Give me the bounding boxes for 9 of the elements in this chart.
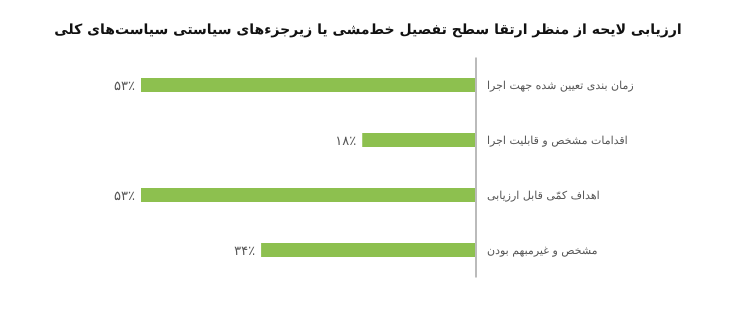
y-tick-label: زمان بندی تعیین شده جهت اجرا bbox=[487, 79, 634, 92]
data-label: ۵۳٪ bbox=[114, 79, 136, 94]
y-tick-label: اقدامات مشخص و قابلیت اجرا bbox=[487, 134, 628, 147]
data-label: ۵۳٪ bbox=[114, 189, 136, 204]
chart-title: ارزیابی لایحه از منظر ارتقا سطح تفصیل خط‌مشی یا زیرجزء‌های سیاستی سیاست‌های کلی bbox=[54, 22, 682, 38]
data-label: ۱۸٪ bbox=[335, 134, 356, 149]
y-tick-label: مشخص و غیرمبهم بودن bbox=[487, 244, 598, 257]
data-label: ۳۴٪ bbox=[234, 244, 256, 259]
y-tick-label: اهداف کمّی قابل ارزیابی bbox=[487, 189, 600, 202]
